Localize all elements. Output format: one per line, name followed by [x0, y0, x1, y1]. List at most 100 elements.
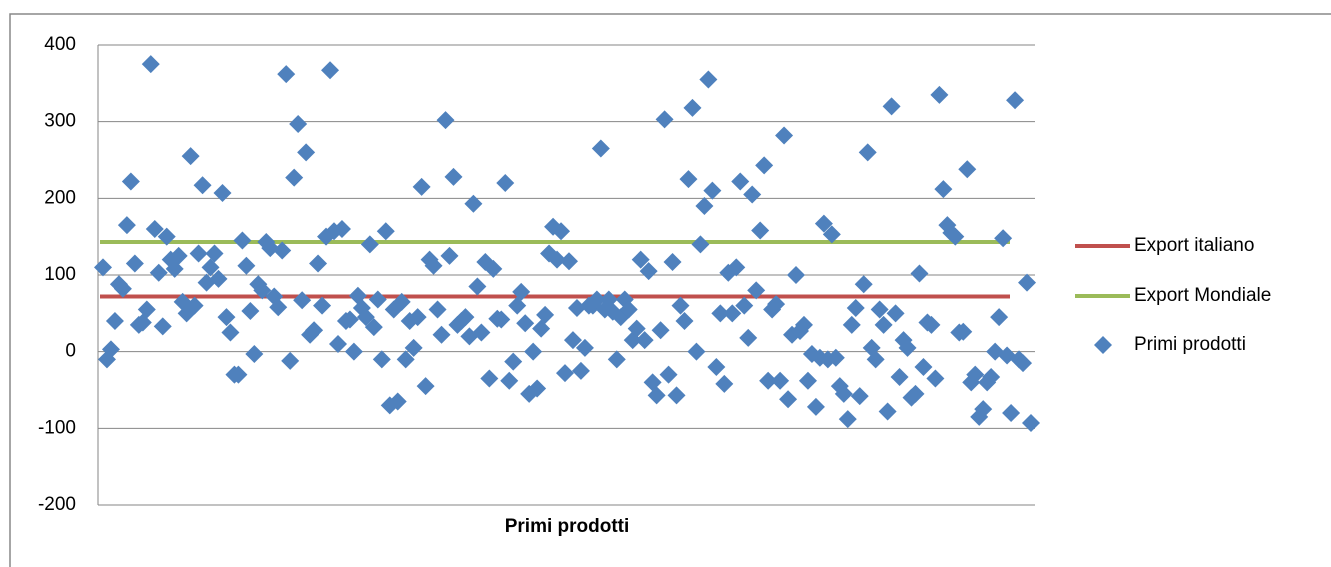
data-point — [273, 241, 292, 260]
data-point — [524, 342, 543, 361]
data-point — [559, 252, 578, 271]
data-point — [794, 315, 813, 334]
data-point — [922, 315, 941, 334]
data-point — [906, 384, 925, 403]
data-point — [133, 313, 152, 332]
data-point — [735, 296, 754, 315]
data-point — [814, 214, 833, 233]
data-point — [838, 410, 857, 429]
y-tick-label: -100 — [38, 417, 76, 438]
data-point — [930, 85, 949, 104]
data-point — [289, 114, 308, 133]
data-point — [253, 281, 272, 300]
data-point — [826, 348, 845, 367]
data-point — [392, 292, 411, 311]
data-point — [388, 392, 407, 411]
x-axis-label: Primi prodotti — [505, 516, 630, 537]
data-point — [643, 373, 662, 392]
data-point — [396, 350, 415, 369]
data-point — [715, 374, 734, 393]
data-point — [1018, 273, 1037, 292]
data-point — [121, 172, 140, 191]
data-point — [185, 296, 204, 315]
data-point — [679, 170, 698, 189]
data-point — [767, 295, 786, 314]
data-point — [571, 361, 590, 380]
data-point — [440, 246, 459, 265]
data-point — [368, 290, 387, 309]
data-point — [245, 344, 264, 363]
data-point — [556, 364, 575, 383]
data-point — [548, 250, 567, 269]
data-point — [779, 390, 798, 409]
y-tick-label: 200 — [44, 187, 76, 208]
data-point — [655, 110, 674, 129]
data-point — [870, 300, 889, 319]
data-point — [619, 300, 638, 319]
data-point — [412, 177, 431, 196]
data-point — [966, 365, 985, 384]
y-tick-label: -200 — [38, 494, 76, 515]
data-point — [145, 220, 164, 238]
data-point — [480, 369, 499, 388]
data-point — [444, 167, 463, 186]
data-point — [492, 310, 511, 329]
data-point — [990, 308, 1009, 327]
data-point — [105, 312, 124, 330]
y-tick-label: 400 — [44, 34, 76, 55]
y-tick-label: 0 — [65, 341, 76, 362]
data-point — [181, 147, 200, 166]
data-point — [627, 319, 646, 338]
legend-swatch — [1094, 336, 1112, 354]
data-point — [1002, 404, 1021, 422]
data-point — [201, 258, 220, 277]
data-point — [759, 371, 778, 390]
data-point — [344, 342, 363, 361]
data-point — [189, 244, 208, 263]
data-point — [464, 194, 483, 213]
data-point — [974, 400, 993, 419]
legend-label: Export italiano — [1134, 235, 1254, 256]
data-point — [675, 312, 694, 330]
data-point — [934, 180, 953, 199]
data-point — [591, 139, 610, 158]
data-point — [806, 397, 825, 416]
data-point — [157, 227, 176, 246]
y-tick-label: 100 — [44, 264, 76, 285]
data-point — [635, 331, 654, 350]
data-point — [874, 315, 893, 334]
data-point — [711, 304, 730, 323]
data-point — [699, 70, 718, 89]
data-point — [1022, 413, 1040, 432]
data-point — [563, 331, 582, 350]
data-point — [504, 352, 523, 371]
data-point — [428, 300, 447, 319]
data-point — [536, 305, 555, 324]
data-point — [882, 97, 901, 116]
data-point — [364, 318, 383, 337]
data-point — [878, 402, 897, 421]
data-point — [695, 197, 714, 215]
data-point — [707, 358, 726, 376]
data-point — [651, 321, 670, 340]
legend-label: Export Mondiale — [1134, 285, 1271, 306]
data-point — [910, 264, 929, 283]
data-point — [305, 321, 324, 340]
data-point — [193, 176, 212, 195]
data-point — [687, 342, 706, 361]
data-point — [671, 296, 690, 315]
data-point — [468, 277, 487, 296]
data-point — [954, 322, 973, 341]
data-point — [309, 254, 328, 273]
data-point — [137, 300, 156, 319]
data-point — [886, 304, 905, 323]
data-point — [416, 377, 435, 396]
data-point — [360, 235, 379, 254]
data-point — [532, 319, 551, 338]
data-point — [328, 335, 347, 353]
data-point — [771, 371, 790, 390]
data-point — [858, 143, 877, 162]
data-point — [149, 263, 168, 282]
data-point — [125, 254, 144, 273]
data-point — [241, 302, 260, 321]
